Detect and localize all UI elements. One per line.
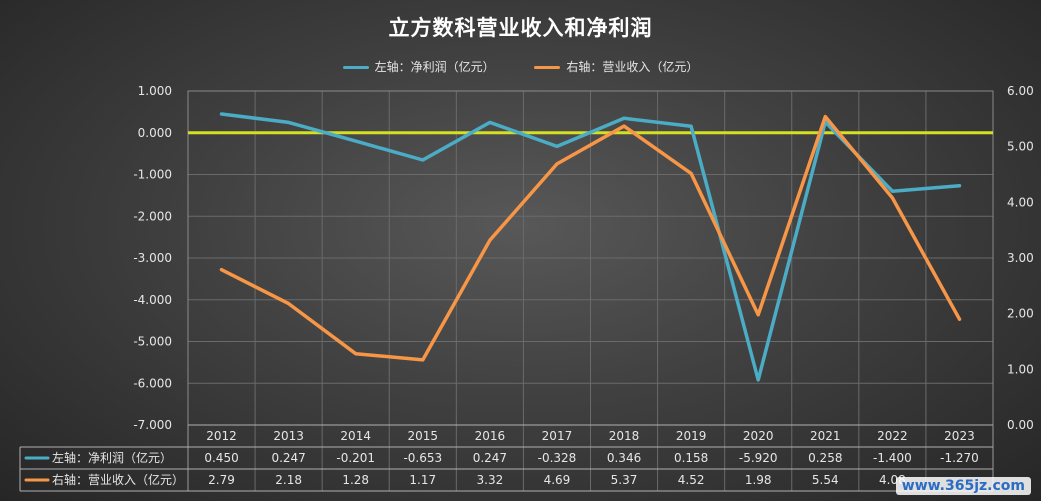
data-point-revenue (756, 313, 760, 317)
data-point-net-profit (488, 120, 492, 124)
data-point-net-profit (287, 120, 291, 124)
data-point-net-profit (354, 139, 358, 143)
table-value: 2.79 (208, 473, 235, 487)
data-point-revenue (421, 358, 425, 362)
data-point-revenue (287, 302, 291, 306)
table-value: -0.653 (403, 451, 442, 465)
legend-swatch-net-profit (342, 66, 369, 69)
data-point-revenue (823, 115, 827, 119)
x-axis-tick-label: 2014 (340, 429, 371, 443)
table-value: 1.98 (745, 473, 772, 487)
table-value: -0.201 (336, 451, 375, 465)
data-point-revenue (555, 162, 559, 166)
legend-item-net-profit: 左轴：净利润（亿元） (342, 58, 495, 75)
table-value: -1.270 (940, 451, 979, 465)
right-axis-tick-label: 2.00 (1007, 307, 1034, 321)
table-value: 1.17 (409, 473, 436, 487)
data-point-net-profit (890, 189, 894, 193)
left-axis-tick-label: -6.000 (133, 376, 172, 390)
table-series-name: 左轴：净利润（亿元） (52, 450, 172, 465)
left-axis-tick-label: 1.000 (138, 84, 172, 98)
data-point-net-profit (555, 144, 559, 148)
data-point-revenue (957, 317, 961, 321)
x-axis-tick-label: 2018 (609, 429, 640, 443)
data-point-net-profit (622, 116, 626, 120)
table-value: -1.400 (873, 451, 912, 465)
table-value: 0.247 (271, 451, 305, 465)
table-value: 2.18 (275, 473, 302, 487)
table-value: 5.37 (611, 473, 638, 487)
table-value: 0.158 (674, 451, 708, 465)
table-value: -0.328 (538, 451, 577, 465)
right-axis-tick-label: 1.00 (1007, 362, 1034, 376)
x-axis-tick-label: 2012 (206, 429, 237, 443)
table-value: 5.54 (812, 473, 839, 487)
x-axis-tick-label: 2015 (408, 429, 439, 443)
table-series-name: 右轴：营业收入（亿元） (52, 472, 184, 487)
right-axis-tick-label: 4.00 (1007, 195, 1034, 209)
x-axis-tick-label: 2016 (475, 429, 506, 443)
table-value: 4.52 (678, 473, 705, 487)
legend-item-revenue: 右轴：营业收入（亿元） (534, 58, 698, 75)
table-value: 3.32 (477, 473, 504, 487)
data-point-net-profit (220, 112, 224, 116)
x-axis-tick-label: 2019 (676, 429, 707, 443)
data-point-revenue (354, 352, 358, 356)
data-point-revenue (220, 268, 224, 272)
x-axis-tick-label: 2023 (944, 429, 975, 443)
table-value: 0.258 (808, 451, 842, 465)
data-point-net-profit (689, 124, 693, 128)
watermark: www.365jz.com (895, 477, 1031, 495)
right-axis-tick-label: 5.00 (1007, 140, 1034, 154)
left-axis-tick-label: -1.000 (133, 168, 172, 182)
table-value: 4.69 (544, 473, 571, 487)
x-axis-tick-label: 2021 (810, 429, 841, 443)
legend-swatch-revenue (534, 66, 561, 69)
legend-label-net-profit: 左轴：净利润（亿元） (374, 60, 495, 74)
series-line-net-profit (219, 112, 962, 382)
x-axis-tick-label: 2017 (542, 429, 573, 443)
table-value: -5.920 (739, 451, 778, 465)
data-point-revenue (488, 238, 492, 242)
left-axis-tick-label: -4.000 (133, 293, 172, 307)
chart-legend: 左轴：净利润（亿元） 右轴：营业收入（亿元） (0, 58, 1041, 75)
right-axis-tick-label: 3.00 (1007, 251, 1034, 265)
x-axis-tick-label: 2022 (877, 429, 908, 443)
data-point-net-profit (957, 184, 961, 188)
data-point-net-profit (756, 378, 760, 382)
left-axis-tick-label: -5.000 (133, 335, 172, 349)
table-value: 0.346 (607, 451, 641, 465)
legend-label-revenue: 右轴：营业收入（亿元） (566, 60, 699, 74)
chart-title: 立方数科营业收入和净利润 (388, 16, 653, 40)
left-axis-tick-label: 0.000 (138, 126, 172, 140)
right-axis-tick-label: 0.00 (1007, 418, 1034, 432)
series-line-revenue (219, 114, 962, 362)
left-axis-tick-label: -7.000 (133, 418, 172, 432)
right-axis-tick-label: 6.00 (1007, 84, 1034, 98)
table-value: 0.450 (204, 451, 238, 465)
x-axis-tick-label: 2013 (273, 429, 304, 443)
data-point-revenue (622, 124, 626, 128)
data-point-revenue (890, 196, 894, 200)
left-axis-tick-label: -2.000 (133, 209, 172, 223)
x-axis-tick-label: 2020 (743, 429, 774, 443)
table-value: 0.247 (473, 451, 507, 465)
data-point-revenue (689, 171, 693, 175)
left-axis-tick-label: -3.000 (133, 251, 172, 265)
table-value: 1.28 (342, 473, 369, 487)
data-point-net-profit (421, 158, 425, 162)
